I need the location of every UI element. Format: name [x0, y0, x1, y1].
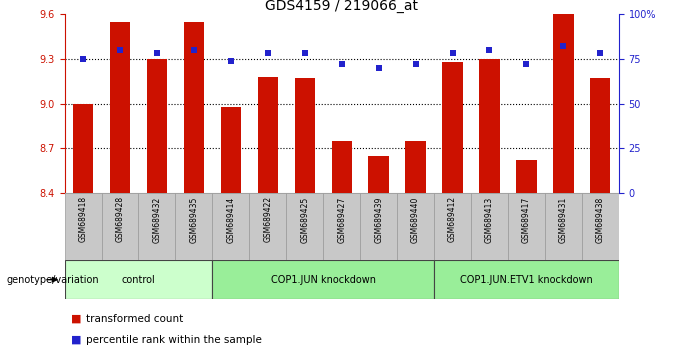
Bar — [221, 107, 241, 193]
Bar — [360, 193, 397, 260]
Bar — [434, 193, 471, 260]
Bar — [294, 78, 315, 193]
Text: GSM689439: GSM689439 — [374, 196, 383, 243]
Bar — [434, 260, 619, 299]
Bar — [147, 59, 167, 193]
Point — [373, 65, 384, 71]
Bar — [250, 193, 286, 260]
Point — [152, 51, 163, 56]
Bar — [405, 141, 426, 193]
Bar — [175, 193, 212, 260]
Text: GSM689435: GSM689435 — [190, 196, 199, 243]
Point — [114, 47, 125, 53]
Bar — [332, 141, 352, 193]
Text: GSM689422: GSM689422 — [263, 196, 272, 242]
Text: GSM689418: GSM689418 — [79, 196, 88, 242]
Bar — [516, 160, 537, 193]
Text: transformed count: transformed count — [86, 314, 184, 324]
Text: genotype/variation: genotype/variation — [7, 275, 99, 285]
Bar — [73, 103, 93, 193]
Text: GSM689428: GSM689428 — [116, 196, 124, 242]
Text: GSM689425: GSM689425 — [301, 196, 309, 242]
Point — [299, 51, 310, 56]
Bar — [110, 22, 130, 193]
Bar — [101, 193, 139, 260]
Text: ■: ■ — [71, 314, 82, 324]
Bar — [369, 156, 389, 193]
Bar — [471, 193, 508, 260]
Bar — [65, 193, 101, 260]
Bar — [212, 193, 250, 260]
Text: GSM689412: GSM689412 — [448, 196, 457, 242]
Text: GSM689414: GSM689414 — [226, 196, 235, 242]
Point — [447, 51, 458, 56]
Bar — [554, 14, 573, 193]
Text: GSM689413: GSM689413 — [485, 196, 494, 242]
Point — [595, 51, 606, 56]
Text: GSM689432: GSM689432 — [152, 196, 161, 242]
Bar — [184, 22, 204, 193]
Point — [410, 61, 421, 67]
Bar — [545, 193, 582, 260]
Text: ■: ■ — [71, 335, 82, 345]
Bar — [397, 193, 434, 260]
Point — [521, 61, 532, 67]
Bar — [286, 193, 323, 260]
Title: GDS4159 / 219066_at: GDS4159 / 219066_at — [265, 0, 418, 13]
Point — [78, 56, 88, 62]
Point — [188, 47, 199, 53]
Bar — [212, 260, 434, 299]
Text: GSM689431: GSM689431 — [559, 196, 568, 242]
Text: COP1.JUN knockdown: COP1.JUN knockdown — [271, 275, 376, 285]
Point — [226, 58, 237, 63]
Text: COP1.JUN.ETV1 knockdown: COP1.JUN.ETV1 knockdown — [460, 275, 593, 285]
Bar — [508, 193, 545, 260]
Bar — [443, 62, 462, 193]
Text: GSM689427: GSM689427 — [337, 196, 346, 242]
Bar — [479, 59, 500, 193]
Point — [337, 61, 347, 67]
Point — [484, 47, 495, 53]
Text: control: control — [122, 275, 155, 285]
Point — [262, 51, 273, 56]
Bar — [323, 193, 360, 260]
Bar — [139, 193, 175, 260]
Bar — [65, 260, 212, 299]
Text: GSM689417: GSM689417 — [522, 196, 531, 242]
Bar — [258, 77, 278, 193]
Text: percentile rank within the sample: percentile rank within the sample — [86, 335, 262, 345]
Text: GSM689438: GSM689438 — [596, 196, 605, 242]
Text: GSM689440: GSM689440 — [411, 196, 420, 243]
Bar — [582, 193, 619, 260]
Point — [558, 44, 569, 49]
Bar — [590, 78, 611, 193]
